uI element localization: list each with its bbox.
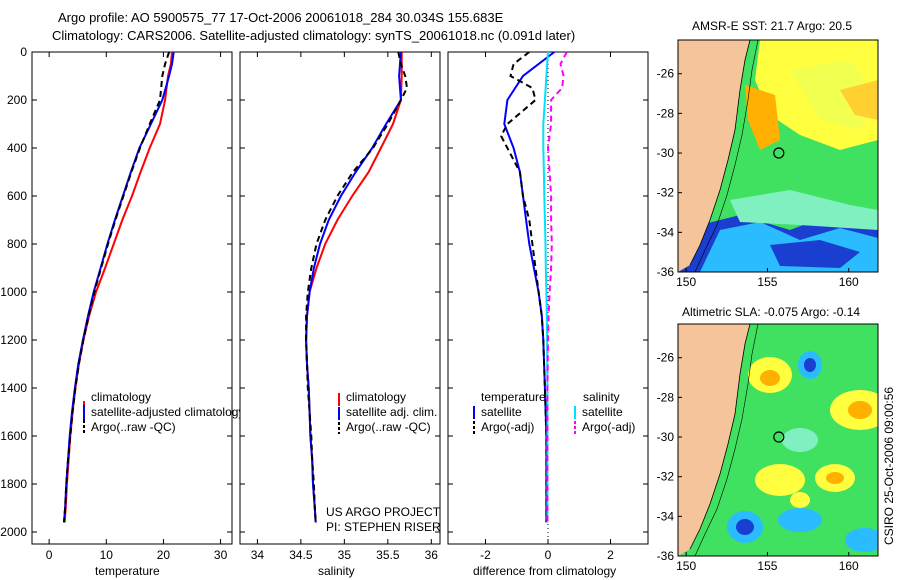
- argo-float-marker: [773, 431, 785, 443]
- series-line-salinity-argo-adj-: [546, 51, 568, 523]
- legend-label-sal-satellite: satellite: [582, 405, 623, 419]
- plot-frame: [239, 51, 441, 545]
- map-y-tick-label: -36: [657, 265, 675, 279]
- sla-field: [678, 324, 878, 556]
- temperature-profile-plot: 0 10 20 30 0 200 400 600 800 1000 1200 1400 1600 1800…: [0, 45, 244, 578]
- y-tick-label: 400: [7, 141, 27, 155]
- sst-field: [678, 40, 878, 272]
- x-tick-label: 36: [425, 548, 439, 562]
- y-tick-label: 800: [7, 237, 27, 251]
- y-tick-label: 1000: [0, 285, 27, 299]
- sla-map: Altimetric SLA: -0.075 Argo: -0.14 150 15…: [657, 305, 879, 573]
- map-x-tick-label: 160: [839, 275, 859, 289]
- series-line-argo-raw-qc-: [305, 51, 409, 523]
- legend-label-temp-satellite: satellite: [481, 405, 522, 419]
- x-tick-label: -2: [480, 548, 491, 562]
- legend-title-salinity: salinity: [583, 390, 620, 404]
- map-y-tick-label: -28: [657, 106, 675, 120]
- x-axis-label: temperature: [95, 564, 160, 578]
- map-title: AMSR-E SST: 21.7 Argo: 20.5: [692, 19, 852, 33]
- map-title: Altimetric SLA: -0.075 Argo: -0.14: [682, 305, 860, 319]
- argo-float-marker: [773, 147, 785, 159]
- legend-label-argo: Argo(..raw -QC): [346, 420, 431, 434]
- map-frame: [677, 323, 879, 557]
- x-tick-label: 35.5: [376, 548, 400, 562]
- series-line-salinity-satellite: [542, 51, 549, 523]
- map-y-tick-label: -36: [657, 549, 675, 563]
- legend-label-sal-argo: Argo(-adj): [582, 420, 635, 434]
- credit-pi: PI: STEPHEN RISER: [326, 520, 441, 534]
- plot-frame: [31, 51, 233, 545]
- map-y-tick-label: -30: [657, 430, 675, 444]
- y-tick-label: 1800: [0, 477, 27, 491]
- land-mass: [678, 324, 750, 556]
- map-y-tick-label: -32: [657, 186, 675, 200]
- legend-label-climatology: climatology: [91, 390, 151, 404]
- y-tick-label: 200: [7, 93, 27, 107]
- map-frame: [677, 39, 879, 273]
- legend-label-satellite: satellite-adjusted climatology: [91, 405, 244, 419]
- credit-project: US ARGO PROJECT: [326, 505, 441, 519]
- timestamp-stamp: CSIRO 25-Oct-2006 09:00:56: [882, 387, 896, 545]
- sst-map: AMSR-E SST: 21.7 Argo: 20.5 150 155 160 -26…: [657, 19, 879, 289]
- map-y-tick-label: -30: [657, 146, 675, 160]
- map-x-tick-label: 150: [676, 559, 696, 573]
- x-tick-label: 34.5: [289, 548, 313, 562]
- x-tick-label: 2: [607, 548, 614, 562]
- legend-label-temp-argo: Argo(-adj): [481, 420, 534, 434]
- x-tick-label: 0: [46, 548, 53, 562]
- legend-label-climatology: climatology: [346, 390, 406, 404]
- map-x-tick-label: 155: [757, 275, 777, 289]
- y-tick-label: 2000: [0, 525, 27, 539]
- x-tick-label: 35: [338, 548, 352, 562]
- y-tick-label: 1600: [0, 429, 27, 443]
- y-tick-label: 1200: [0, 333, 27, 347]
- x-tick-label: 20: [157, 548, 171, 562]
- legend-label-argo: Argo(..raw -QC): [91, 420, 176, 434]
- series-line-argo-raw-qc-: [63, 51, 171, 523]
- x-axis-label: salinity: [318, 564, 355, 578]
- x-tick-label: 10: [100, 548, 114, 562]
- map-x-tick-label: 160: [839, 559, 859, 573]
- y-tick-label: 0: [20, 45, 27, 59]
- map-y-tick-label: -34: [657, 225, 675, 239]
- map-y-tick-label: -26: [657, 67, 675, 81]
- figure-title-line2: Climatology: CARS2006. Satellite-adjuste…: [52, 28, 575, 43]
- x-tick-label: 30: [214, 548, 228, 562]
- map-y-tick-label: -32: [657, 470, 675, 484]
- series-line-satellite-adj-clim-: [305, 51, 402, 523]
- x-tick-label: 34: [251, 548, 265, 562]
- land-mass: [678, 40, 750, 272]
- legend-title-temperature: temperature: [481, 390, 546, 404]
- x-axis-label: difference from climatology: [473, 564, 616, 578]
- y-tick-label: 600: [7, 189, 27, 203]
- figure-title-line1: Argo profile: AO 5900575_77 17-Oct-2006 …: [58, 10, 504, 25]
- difference-profile-plot: -2 0 2 difference from climatology tempera…: [447, 51, 649, 578]
- x-tick-label: 0: [545, 548, 552, 562]
- map-x-tick-label: 155: [757, 559, 777, 573]
- map-y-tick-label: -26: [657, 351, 675, 365]
- salinity-profile-plot: 34 34.5 35 35.5 36 salinity climatology sate…: [239, 51, 441, 578]
- map-x-tick-label: 150: [676, 275, 696, 289]
- map-y-tick-label: -28: [657, 390, 675, 404]
- map-y-tick-label: -34: [657, 509, 675, 523]
- y-tick-label: 1400: [0, 381, 27, 395]
- legend-label-satellite: satellite adj. clim.: [346, 405, 437, 419]
